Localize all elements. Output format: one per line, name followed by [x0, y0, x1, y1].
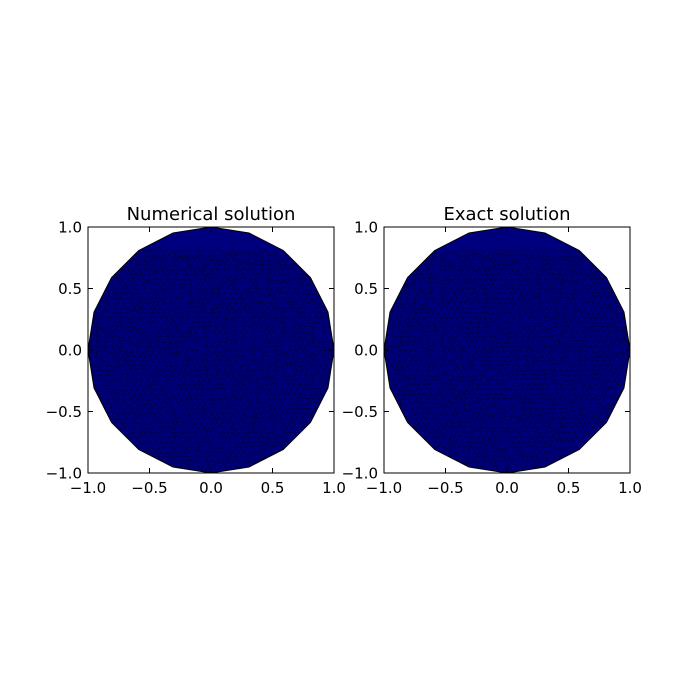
x-tick-label: 0.5 [261, 479, 285, 497]
y-tick-label: −0.5 [46, 403, 82, 421]
mesh-lines [384, 248, 630, 473]
x-tick-label: −0.5 [427, 479, 463, 497]
mesh-plot-area [87, 226, 335, 474]
y-tick-label: 0.5 [354, 280, 378, 298]
mesh-lines [88, 248, 334, 473]
y-tick-label: 1.0 [58, 219, 82, 237]
y-tick-label: 0.5 [58, 280, 82, 298]
subplot-exact-solution: −1.0 −0.5 0.0 0.5 1.0 −1.0 −0.5 0.0 0.5 1.0 Exact… [342, 204, 642, 498]
x-tick-label: −1.0 [366, 479, 402, 497]
y-tick-label: 0.0 [58, 342, 82, 360]
x-tick-label: 0.0 [199, 479, 223, 497]
ticks: −1.0 −0.5 0.0 0.5 1.0 −1.0 −0.5 0.0 0.5 1.0 [46, 219, 346, 498]
x-tick-label: −0.5 [131, 479, 167, 497]
ticks: −1.0 −0.5 0.0 0.5 1.0 −1.0 −0.5 0.0 0.5 1.0 [342, 219, 642, 498]
x-tick-label: 1.0 [322, 479, 346, 497]
subplot-numerical-solution: −1.0 −0.5 0.0 0.5 1.0 −1.0 −0.5 0.0 0.5 1.0 Numer… [46, 204, 346, 498]
chart-title: Numerical solution [127, 204, 296, 225]
solution-domain [383, 226, 631, 474]
x-tick-label: −1.0 [70, 479, 106, 497]
y-tick-label: 1.0 [354, 219, 378, 237]
chart-title: Exact solution [443, 204, 570, 225]
x-tick-label: 1.0 [618, 479, 642, 497]
x-tick-label: 0.5 [557, 479, 581, 497]
y-tick-label: −1.0 [342, 465, 378, 483]
y-tick-label: 0.0 [354, 342, 378, 360]
y-tick-label: −1.0 [46, 465, 82, 483]
y-tick-label: −0.5 [342, 403, 378, 421]
x-tick-label: 0.0 [495, 479, 519, 497]
